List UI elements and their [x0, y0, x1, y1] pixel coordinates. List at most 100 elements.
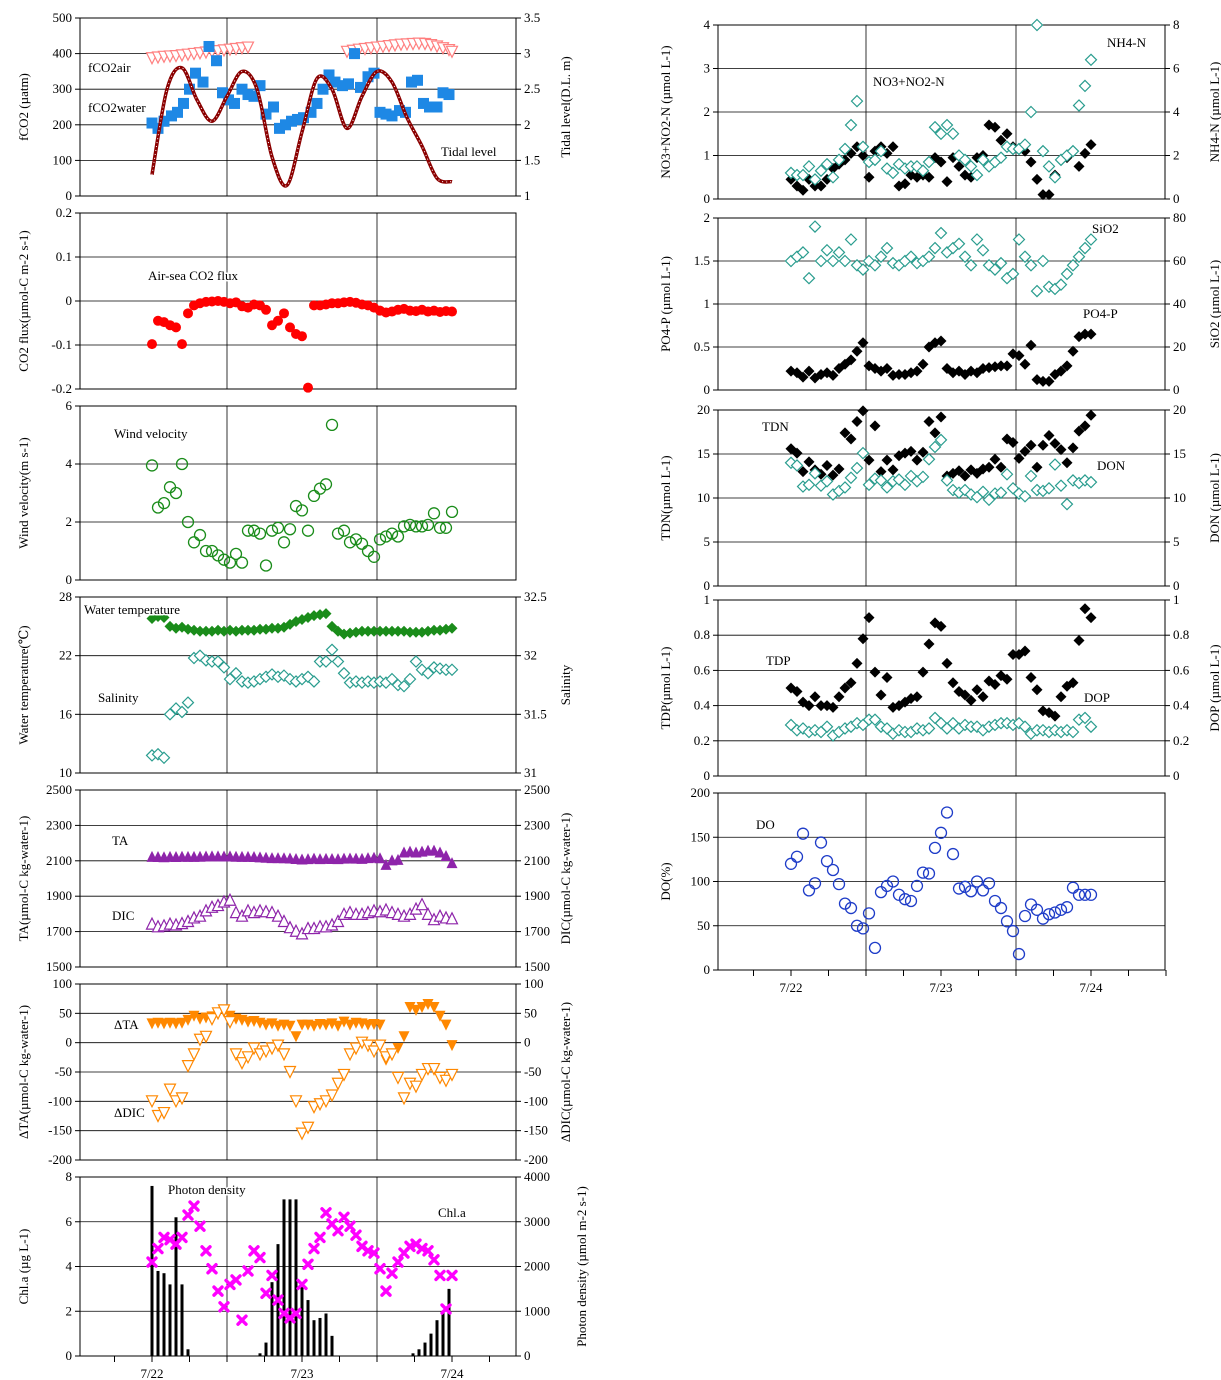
series-fco2air — [145, 37, 459, 66]
data-point — [1019, 445, 1031, 457]
data-point — [368, 1247, 380, 1259]
data-point — [298, 112, 309, 124]
data-point — [1007, 437, 1019, 449]
data-point — [833, 463, 845, 475]
y2-tick-label: 0 — [524, 1035, 531, 1050]
data-point — [203, 40, 215, 52]
annotation-label: TA — [112, 833, 129, 848]
y-tick-label: 2100 — [46, 853, 72, 868]
data-point — [826, 170, 840, 184]
data-point — [331, 655, 345, 668]
data-point — [242, 89, 254, 101]
data-point — [254, 623, 266, 635]
data-point — [272, 1294, 284, 1306]
data-point — [875, 689, 887, 701]
data-point — [796, 168, 810, 182]
data-point — [362, 71, 374, 83]
data-point — [331, 914, 345, 928]
y2-axis-label: NH4-N (µmol L-1) — [1207, 62, 1221, 163]
data-point — [935, 156, 947, 168]
plot-frame — [79, 596, 517, 774]
data-point — [1061, 457, 1073, 469]
data-point — [1042, 160, 1056, 173]
data-point — [187, 536, 201, 549]
data-point — [1018, 138, 1032, 151]
data-point — [1019, 358, 1031, 370]
data-point — [172, 106, 183, 118]
annotation-label: DON — [1097, 458, 1126, 473]
y2-tick-label: 1700 — [524, 924, 550, 939]
data-point — [790, 850, 804, 863]
panel-flux: -0.2 -0.1 0 0.1 0.2 CO2 flux(µmol-C m-2 s-1) A… — [16, 205, 517, 396]
annotation-label: TDN — [762, 419, 789, 434]
series-water-temperature — [146, 608, 458, 640]
data-point — [844, 901, 858, 915]
data-point — [1006, 267, 1020, 281]
y-tick-label: 20 — [697, 402, 710, 417]
data-point — [862, 478, 876, 492]
data-point — [953, 160, 965, 172]
data-point — [437, 87, 449, 99]
data-point — [995, 360, 1007, 372]
data-point — [176, 1017, 188, 1029]
data-point — [934, 433, 948, 447]
y-tick-label: 0.8 — [694, 627, 710, 642]
data-point — [392, 625, 404, 637]
data-point — [307, 489, 321, 503]
data-point — [1078, 241, 1092, 255]
plot-frame — [79, 17, 517, 197]
data-point — [1084, 53, 1098, 67]
data-point — [874, 144, 888, 158]
x-tick-label: 7/22 — [140, 1366, 163, 1380]
y-axis-label: TA(µmol-C kg-water-1) — [16, 816, 31, 942]
data-point — [844, 233, 858, 246]
data-point — [434, 846, 446, 858]
photon-bar — [156, 1270, 160, 1356]
data-point — [1072, 99, 1086, 112]
annotation-label: Air-sea CO2 flux — [148, 268, 238, 283]
data-point — [254, 80, 266, 92]
data-point — [953, 465, 965, 477]
data-point — [802, 271, 816, 285]
y-tick-label: 6 — [66, 398, 73, 413]
data-point — [386, 1267, 398, 1279]
data-point — [428, 844, 440, 856]
panel-ta: 1500 1700 1900 2100 2300 2500 1500 1700 1900 2100… — [16, 782, 573, 974]
y-tick-label: 5 — [704, 534, 711, 549]
data-point — [301, 524, 315, 537]
data-point — [1084, 888, 1098, 901]
series-wind-velocity — [145, 418, 459, 572]
data-point — [434, 1010, 446, 1022]
data-point — [277, 1048, 291, 1062]
data-point — [229, 97, 240, 109]
data-point — [367, 1045, 381, 1059]
data-point — [374, 852, 386, 864]
data-point — [1085, 409, 1097, 421]
data-point — [236, 624, 248, 636]
data-point — [391, 1071, 405, 1085]
y-tick-label: 0 — [66, 188, 73, 203]
data-point — [1054, 278, 1068, 291]
data-point — [940, 474, 954, 487]
annotation-label: PO4-P — [1083, 306, 1118, 321]
data-point — [440, 1019, 452, 1031]
data-point — [850, 94, 864, 108]
data-point — [820, 157, 834, 171]
y2-tick-label: 0.8 — [1173, 627, 1189, 642]
data-point — [935, 411, 947, 423]
data-point — [947, 677, 959, 689]
data-point — [868, 153, 882, 167]
y-tick-label: 100 — [53, 152, 73, 167]
data-point — [230, 1274, 242, 1286]
y2-tick-label: 31.5 — [524, 706, 547, 721]
data-point — [917, 358, 929, 370]
data-point — [904, 894, 918, 908]
data-point — [916, 866, 930, 879]
series-po4-p — [785, 328, 1097, 387]
y-tick-label: 400 — [53, 46, 73, 61]
y2-tick-label: -100 — [524, 1093, 548, 1108]
data-point — [286, 115, 297, 127]
data-point — [319, 655, 333, 668]
y-tick-label: 0 — [66, 293, 73, 308]
data-point — [229, 1048, 243, 1062]
